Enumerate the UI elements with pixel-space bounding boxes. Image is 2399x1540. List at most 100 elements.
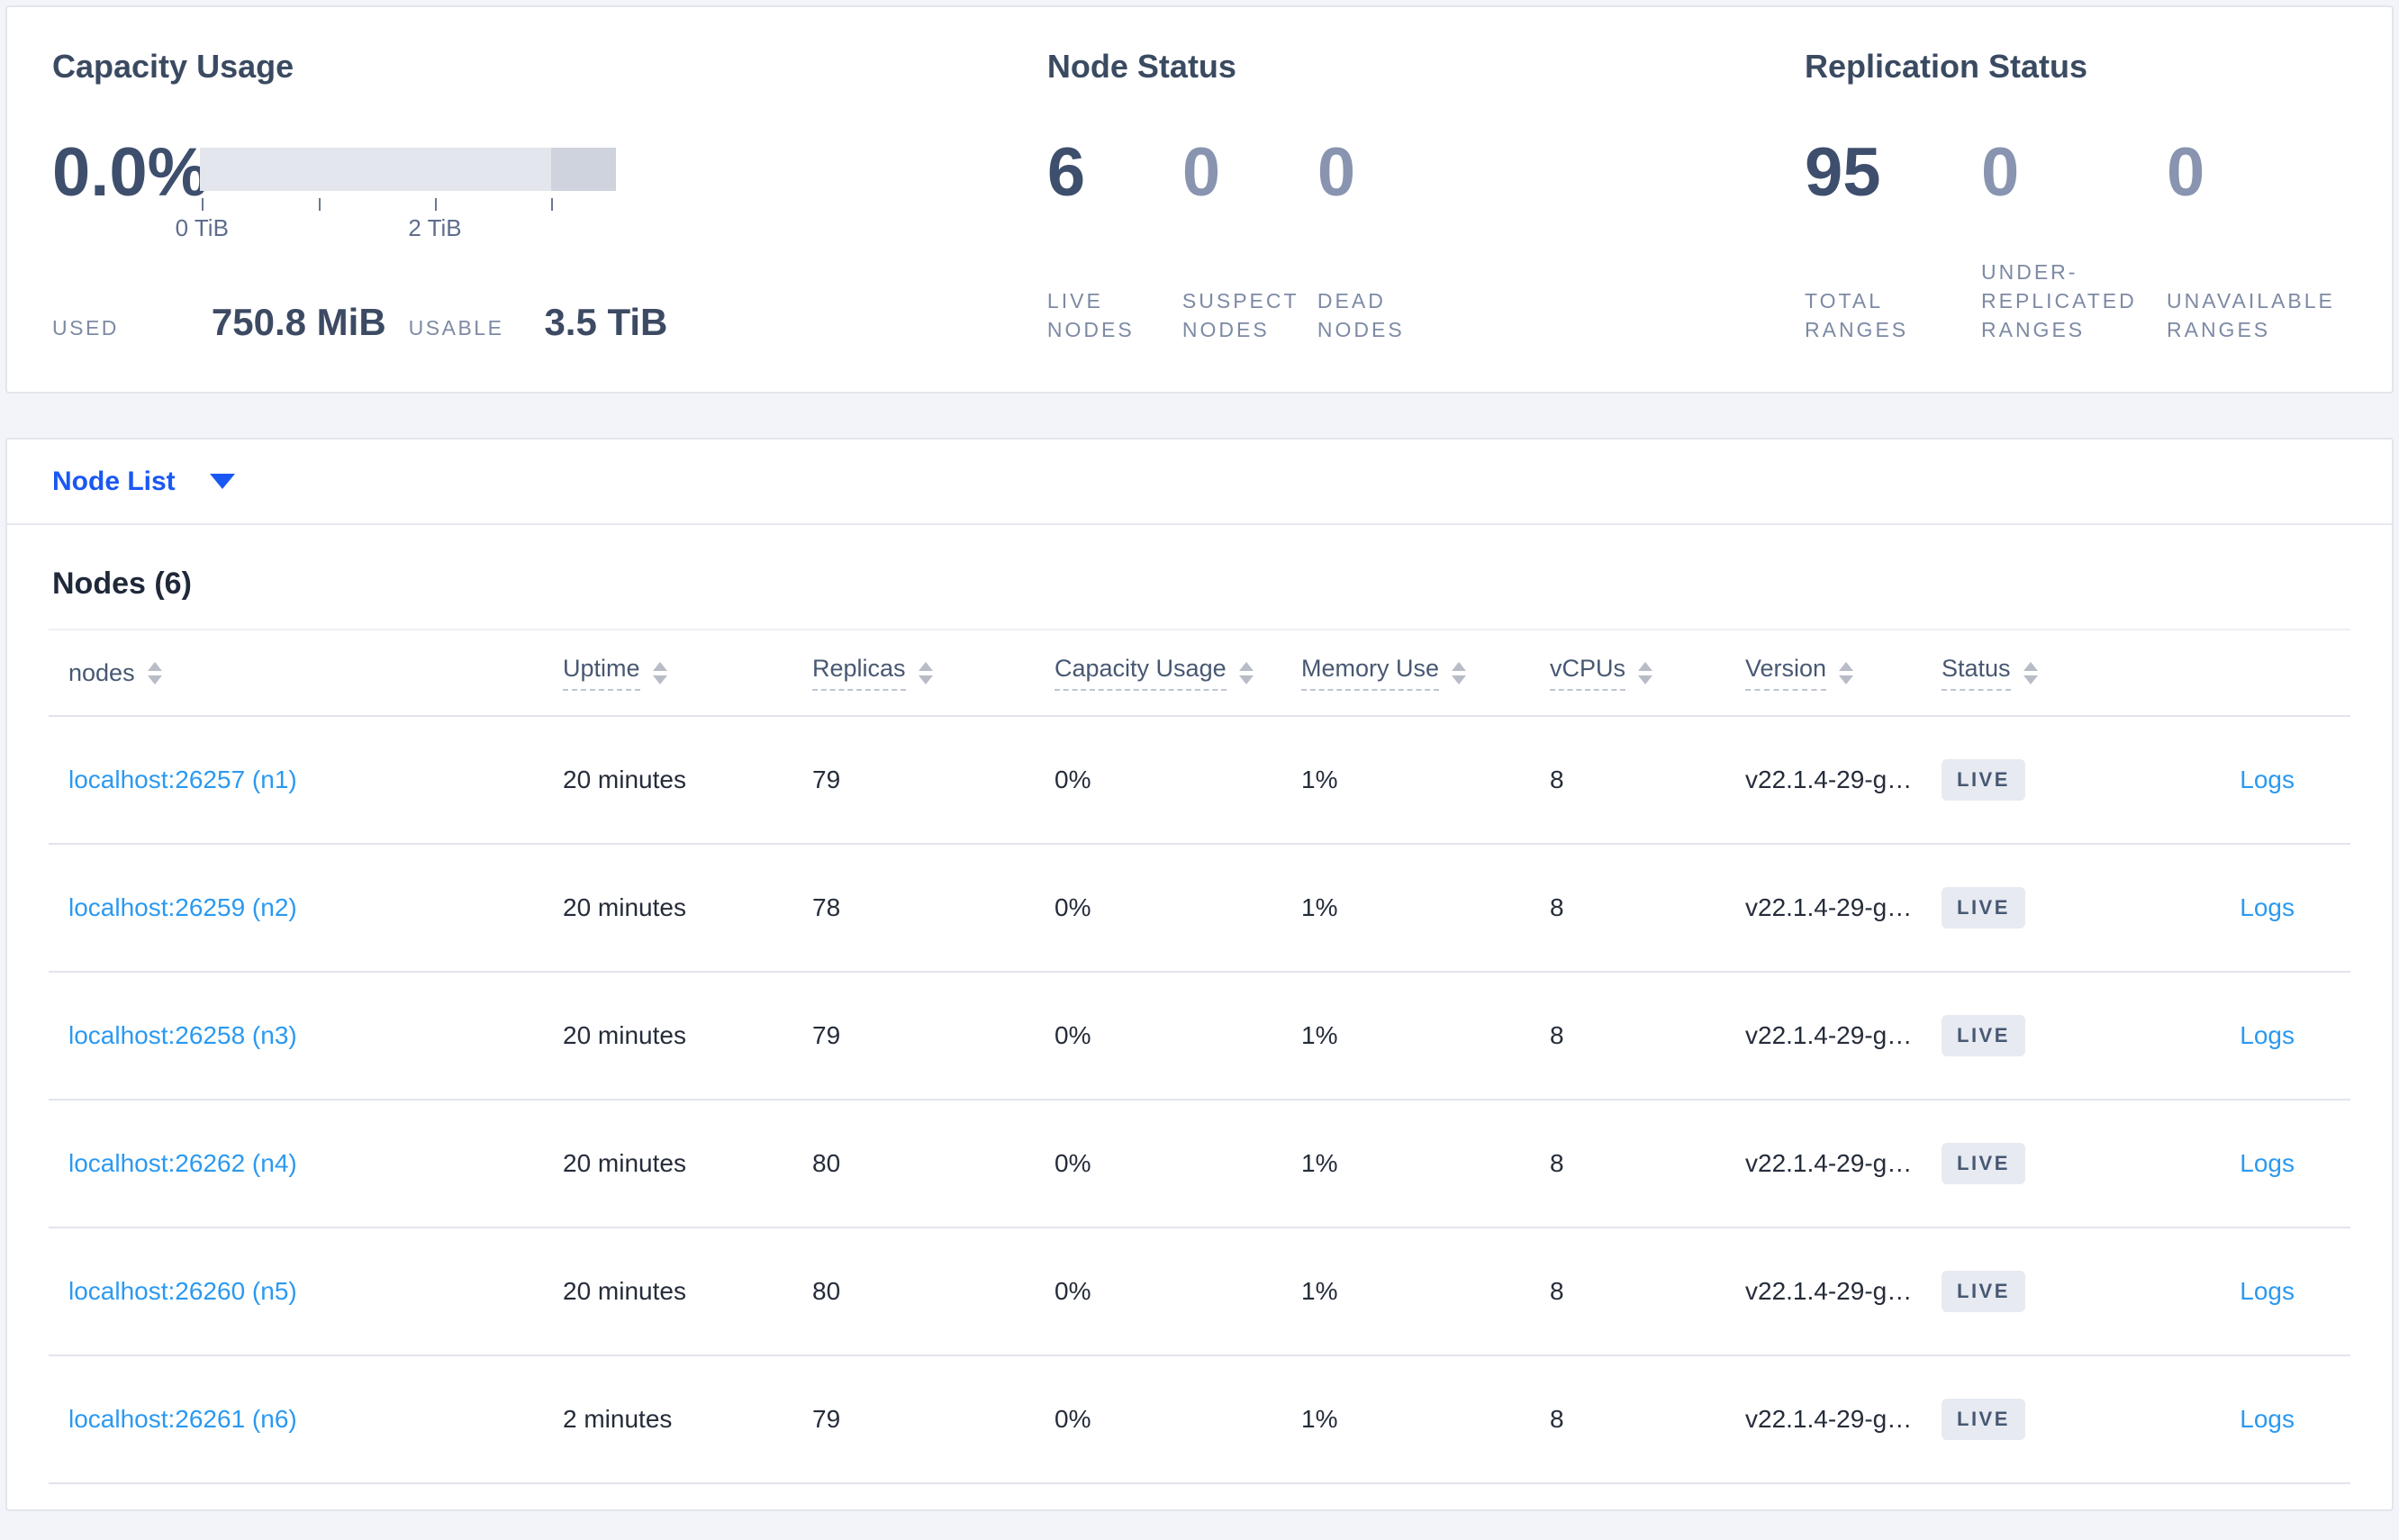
used-value: 750.8 MiB <box>211 301 386 343</box>
status-badge: LIVE <box>1942 759 2025 801</box>
replicas-value: 80 <box>812 1149 841 1177</box>
status-badge: LIVE <box>1942 1143 2025 1184</box>
capacity-usage-value: 0% <box>1055 1149 1091 1177</box>
column-header-logs <box>2113 629 2350 717</box>
node-link[interactable]: localhost:26257 (n1) <box>68 765 297 793</box>
replicas-value: 79 <box>812 1021 841 1049</box>
node-link[interactable]: localhost:26260 (n5) <box>68 1277 297 1305</box>
column-header-capacity-usage[interactable]: Capacity Usage <box>1035 629 1281 717</box>
capacity-bar-track <box>200 148 616 191</box>
vcpus-value: 8 <box>1550 893 1564 921</box>
nodes-table-title: Nodes (6) <box>52 566 192 601</box>
version-value: v22.1.4-29-g… <box>1745 1149 1913 1177</box>
replicas-value: 80 <box>812 1277 841 1305</box>
node-link[interactable]: localhost:26261 (n6) <box>68 1405 297 1433</box>
capacity-usage-section: Capacity Usage 0.0% 0 TiB 2 TiB <box>52 47 1047 392</box>
memory-use-value: 1% <box>1301 893 1338 921</box>
memory-use-value: 1% <box>1301 1277 1338 1305</box>
unavailable-ranges-stat: 0 UNAVAILABLE RANGES <box>2167 135 2347 344</box>
node-status-title: Node Status <box>1046 48 1236 85</box>
vcpus-value: 8 <box>1550 1149 1564 1177</box>
vcpus-value: 8 <box>1550 1021 1564 1049</box>
version-value: v22.1.4-29-g… <box>1745 1405 1913 1433</box>
version-value: v22.1.4-29-g… <box>1745 893 1913 921</box>
capacity-usage-title: Capacity Usage <box>52 48 294 85</box>
chevron-down-icon <box>209 474 235 489</box>
live-nodes-label: LIVE NODES <box>1046 289 1135 341</box>
dead-nodes-value: 0 <box>1317 134 1356 211</box>
capacity-tick-label-2: 2 TiB <box>408 214 462 241</box>
column-header-memory-use[interactable]: Memory Use <box>1281 629 1530 717</box>
uptime-value: 20 minutes <box>563 765 686 793</box>
unavailable-ranges-label: UNAVAILABLE RANGES <box>2167 289 2335 341</box>
sort-icon <box>652 661 667 684</box>
column-header-version[interactable]: Version <box>1725 629 1922 717</box>
logs-link[interactable]: Logs <box>2240 1149 2295 1177</box>
suspect-nodes-value: 0 <box>1181 134 1221 211</box>
capacity-bar-reserved-segment <box>551 148 616 191</box>
usable-label: USABLE <box>408 316 504 340</box>
capacity-percent-value: 0.0% <box>52 134 209 211</box>
uptime-value: 2 minutes <box>563 1405 673 1433</box>
used-label: USED <box>52 316 119 340</box>
status-badge: LIVE <box>1942 887 2025 929</box>
node-list-dropdown[interactable]: Node List <box>7 439 2392 525</box>
replicas-value: 78 <box>812 893 841 921</box>
suspect-nodes-label: SUSPECT NODES <box>1181 289 1299 341</box>
under-replicated-ranges-label: UNDER-REPLICATED RANGES <box>1981 260 2137 341</box>
cluster-summary-card: Capacity Usage 0.0% 0 TiB 2 TiB <box>5 5 2394 394</box>
vcpus-value: 8 <box>1550 1405 1564 1433</box>
table-row: localhost:26261 (n6) 2 minutes 79 0% 1% 8 v22.… <box>49 1355 2350 1484</box>
live-nodes-value: 6 <box>1046 134 1086 211</box>
suspect-nodes-stat: 0 SUSPECT NODES <box>1182 135 1317 344</box>
column-header-replicas[interactable]: Replicas <box>792 629 1035 717</box>
column-header-nodes[interactable]: nodes <box>49 629 543 717</box>
sort-icon <box>1452 661 1467 684</box>
logs-link[interactable]: Logs <box>2240 1277 2295 1305</box>
unavailable-ranges-value: 0 <box>2167 134 2205 211</box>
replication-status-section: Replication Status 95 TOTAL RANGES 0 UND… <box>1805 47 2347 392</box>
vcpus-value: 8 <box>1550 765 1564 793</box>
table-header-row: nodes Uptime Replicas <box>49 629 2350 717</box>
dead-nodes-label: DEAD NODES <box>1317 289 1405 341</box>
status-badge: LIVE <box>1942 1271 2025 1312</box>
logs-link[interactable]: Logs <box>2240 765 2295 793</box>
under-replicated-ranges-value: 0 <box>1981 134 2020 211</box>
capacity-usage-value: 0% <box>1055 1405 1091 1433</box>
sort-icon <box>1839 661 1854 684</box>
total-ranges-label: TOTAL RANGES <box>1805 289 1909 341</box>
memory-use-value: 1% <box>1301 1021 1338 1049</box>
capacity-tick-label-0: 0 TiB <box>175 214 229 241</box>
status-badge: LIVE <box>1942 1015 2025 1056</box>
memory-use-value: 1% <box>1301 1149 1338 1177</box>
version-value: v22.1.4-29-g… <box>1745 1277 1913 1305</box>
node-link[interactable]: localhost:26262 (n4) <box>68 1149 297 1177</box>
nodes-table-body: localhost:26257 (n1) 20 minutes 79 0% 1% 8 v22… <box>49 716 2350 1484</box>
under-replicated-ranges-stat: 0 UNDER-REPLICATED RANGES <box>1981 135 2167 344</box>
capacity-usage-value: 0% <box>1055 1277 1091 1305</box>
node-link[interactable]: localhost:26258 (n3) <box>68 1021 297 1049</box>
column-header-status[interactable]: Status <box>1922 629 2113 717</box>
node-list-dropdown-label: Node List <box>52 466 176 496</box>
uptime-value: 20 minutes <box>563 1277 686 1305</box>
usable-value: 3.5 TiB <box>544 301 668 343</box>
replicas-value: 79 <box>812 765 841 793</box>
sort-icon <box>147 661 162 684</box>
logs-link[interactable]: Logs <box>2240 1405 2295 1433</box>
sort-icon <box>2023 661 2038 684</box>
logs-link[interactable]: Logs <box>2240 893 2295 921</box>
capacity-usage-value: 0% <box>1055 893 1091 921</box>
replication-status-title: Replication Status <box>1805 48 2088 85</box>
node-list-card: Node List Nodes (6) nodes Uptime <box>5 438 2394 1511</box>
column-header-uptime[interactable]: Uptime <box>543 629 792 717</box>
table-row: localhost:26259 (n2) 20 minutes 78 0% 1% 8 v22… <box>49 844 2350 973</box>
live-nodes-stat: 6 LIVE NODES <box>1047 135 1182 344</box>
node-link[interactable]: localhost:26259 (n2) <box>68 893 297 921</box>
column-header-vcpus[interactable]: vCPUs <box>1530 629 1725 717</box>
memory-use-value: 1% <box>1301 1405 1338 1433</box>
logs-link[interactable]: Logs <box>2240 1021 2295 1049</box>
table-row: localhost:26260 (n5) 20 minutes 80 0% 1% 8 v22… <box>49 1227 2350 1356</box>
capacity-usage-value: 0% <box>1055 765 1091 793</box>
capacity-usage-bar: 0 TiB 2 TiB <box>176 148 616 243</box>
uptime-value: 20 minutes <box>563 893 686 921</box>
